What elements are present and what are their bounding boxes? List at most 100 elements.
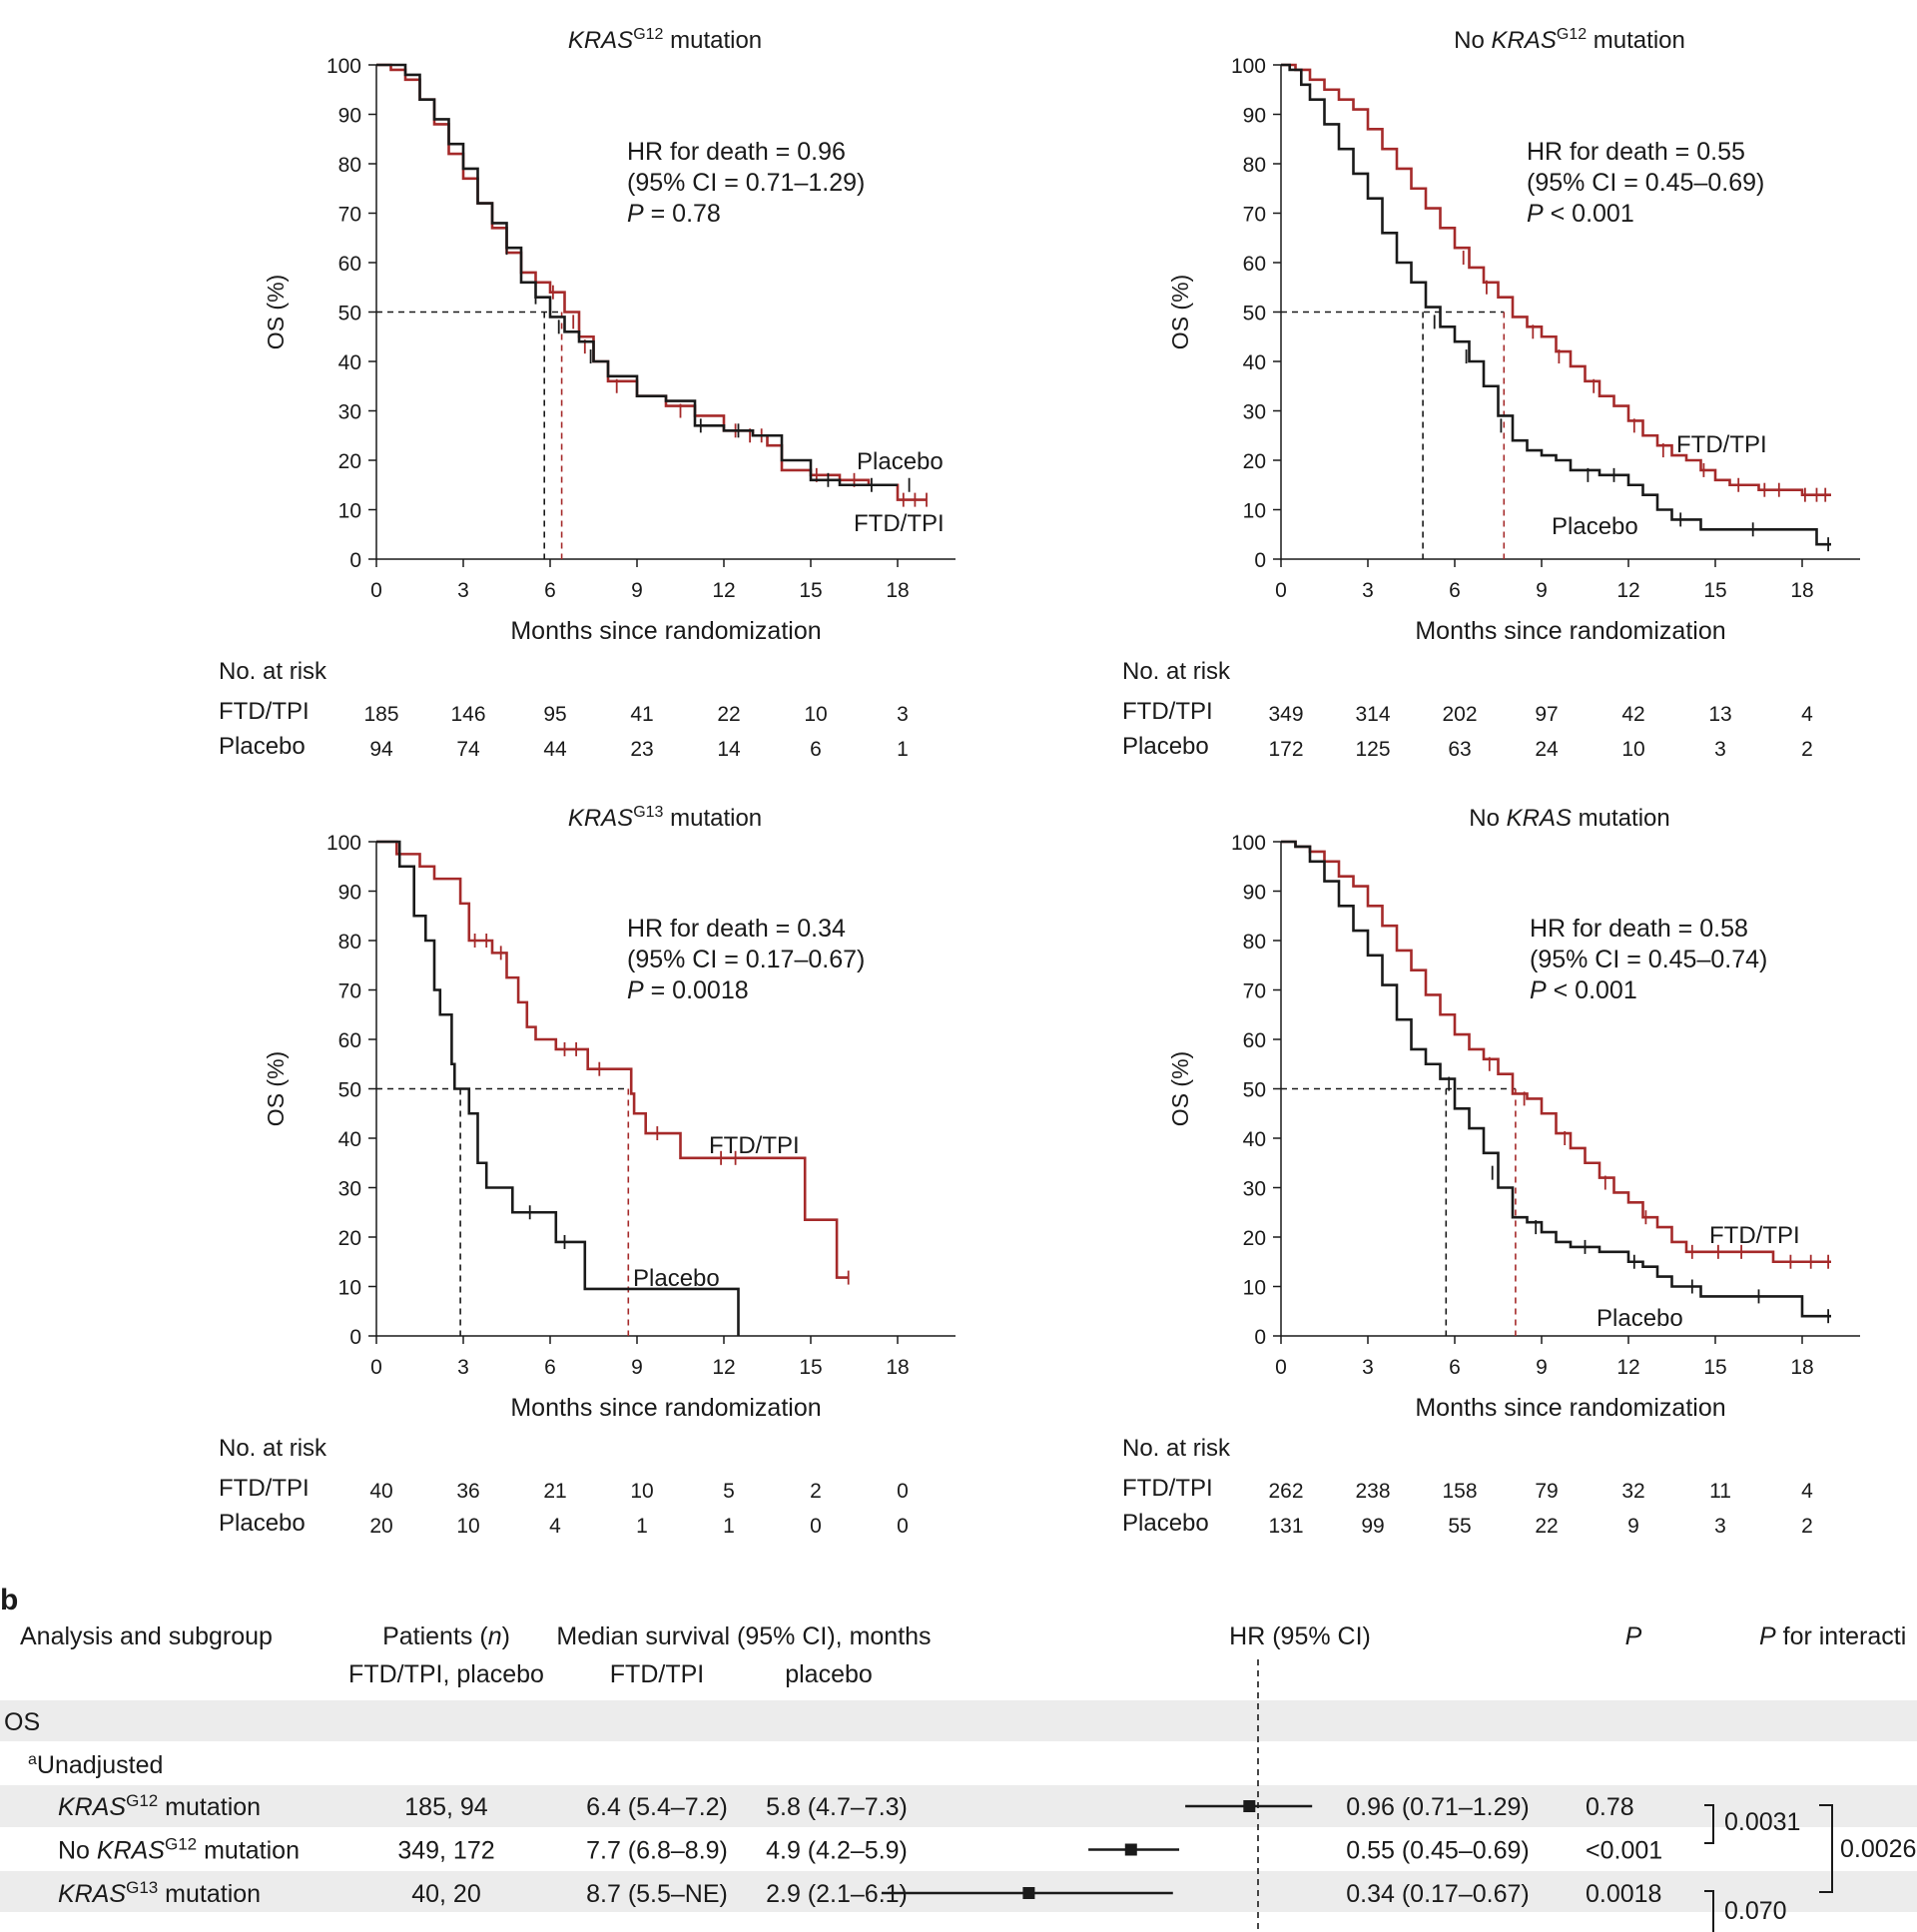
title-gene: KRAS xyxy=(568,27,633,54)
risk-count: 55 xyxy=(1448,1515,1471,1538)
ftd-tpi-series-label: FTD/TPI xyxy=(709,1132,800,1159)
p-label: P xyxy=(627,976,644,1004)
x-tick-label: 0 xyxy=(370,579,382,602)
risk-count: 22 xyxy=(717,703,740,726)
risk-row-label: FTD/TPI xyxy=(219,1475,310,1502)
risk-count: 21 xyxy=(543,1480,566,1503)
p-value: = 0.78 xyxy=(644,200,721,228)
x-tick-label: 9 xyxy=(631,1356,643,1379)
x-tick-label: 0 xyxy=(370,1356,382,1379)
y-tick-label: 20 xyxy=(1243,450,1266,473)
hr-point xyxy=(1243,1800,1256,1812)
risk-count: 262 xyxy=(1268,1480,1303,1503)
risk-row-label: Placebo xyxy=(219,733,306,760)
ci-text: (95% CI = 0.17–0.67) xyxy=(627,946,865,973)
x-tick-label: 15 xyxy=(1703,579,1726,602)
risk-count: 131 xyxy=(1268,1515,1303,1538)
p-value: 0.78 xyxy=(1586,1793,1634,1821)
y-tick-label: 20 xyxy=(338,450,361,473)
x-tick-label: 6 xyxy=(1449,579,1461,602)
km-no-kras-g12: No KRASG12 mutation010203040506070809010… xyxy=(1122,26,1860,761)
p-value: < 0.001 xyxy=(1547,976,1637,1004)
p-value-text: P = 0.0018 xyxy=(627,976,749,1004)
title-suffix: mutation xyxy=(663,805,762,832)
x-tick-label: 6 xyxy=(544,1356,556,1379)
p-value: = 0.0018 xyxy=(644,976,749,1004)
x-axis-label: Months since randomization xyxy=(1415,617,1725,645)
panel-title: No KRAS mutation xyxy=(1469,805,1669,832)
header-p-interaction-label: P xyxy=(1759,1622,1776,1650)
risk-count: 6 xyxy=(810,738,822,761)
risk-count: 2 xyxy=(1801,1515,1813,1538)
header-patients-close: ) xyxy=(502,1622,510,1650)
x-tick-label: 9 xyxy=(1536,1356,1548,1379)
p-value: < 0.001 xyxy=(1544,200,1634,228)
y-tick-label: 10 xyxy=(1243,1277,1266,1300)
km-no-kras: No KRAS mutation 0 10 20 30 40 50 60 70 80 90 100 0 3… xyxy=(1122,805,1860,1538)
header-p-interaction: P for interacti xyxy=(1759,1622,1906,1650)
interaction-p-g12: 0.0031 xyxy=(1724,1808,1800,1836)
x-tick-label: 18 xyxy=(886,1356,909,1379)
section-band xyxy=(0,1700,1917,1741)
p-label: P xyxy=(627,200,644,228)
title-prefix: No xyxy=(1469,805,1506,832)
risk-count: 74 xyxy=(456,738,480,761)
y-tick-label: 20 xyxy=(1243,1227,1266,1250)
ci-text: (95% CI = 0.71–1.29) xyxy=(627,169,865,197)
median-ftd-tpi: 6.4 (5.4–7.2) xyxy=(586,1793,728,1821)
x-tick-label: 12 xyxy=(712,579,735,602)
x-tick-label: 18 xyxy=(1790,1356,1813,1379)
header-median-ftd: FTD/TPI xyxy=(610,1660,704,1688)
ftd-tpi-series-label: FTD/TPI xyxy=(854,510,945,537)
risk-count: 99 xyxy=(1361,1515,1384,1538)
hr-point xyxy=(1022,1887,1035,1899)
y-tick-label: 30 xyxy=(1243,401,1266,424)
risk-count: 97 xyxy=(1535,703,1558,726)
risk-count: 14 xyxy=(717,738,741,761)
risk-count: 24 xyxy=(1535,738,1559,761)
y-tick-label: 40 xyxy=(1243,1128,1266,1151)
risk-count: 41 xyxy=(630,703,653,726)
risk-count: 185 xyxy=(363,703,398,726)
ci-text: (95% CI = 0.45–0.69) xyxy=(1527,169,1764,197)
title-superscript: G13 xyxy=(633,804,663,821)
risk-table-header: No. at risk xyxy=(1122,1435,1231,1462)
y-tick-label: 10 xyxy=(338,500,361,523)
x-axis-label: Months since randomization xyxy=(1415,1394,1725,1422)
risk-count: 238 xyxy=(1355,1480,1390,1503)
median-placebo: 5.8 (4.7–7.3) xyxy=(766,1793,908,1821)
panel-letter: b xyxy=(0,1584,18,1616)
interaction-bracket-g13 xyxy=(1704,1890,1714,1932)
x-tick-label: 6 xyxy=(1449,1356,1461,1379)
risk-count: 5 xyxy=(723,1480,735,1503)
risk-count: 3 xyxy=(1714,738,1726,761)
y-tick-label: 80 xyxy=(1243,931,1266,954)
risk-count: 10 xyxy=(456,1515,479,1538)
title-superscript: G12 xyxy=(1557,26,1587,43)
x-tick-label: 12 xyxy=(1616,1356,1639,1379)
ftd-tpi-survival-curve xyxy=(376,63,927,501)
risk-count: 10 xyxy=(630,1480,653,1503)
p-value-text: P < 0.001 xyxy=(1530,976,1637,1004)
hr-text: HR for death = 0.55 xyxy=(1527,138,1745,166)
ci-text: (95% CI = 0.45–0.74) xyxy=(1530,946,1767,973)
y-tick-label: 70 xyxy=(1243,980,1266,1003)
risk-count: 44 xyxy=(543,738,567,761)
title-suffix: mutation xyxy=(1587,27,1685,54)
placebo-series-label: Placebo xyxy=(1552,513,1638,540)
risk-count: 20 xyxy=(369,1515,392,1538)
risk-count: 4 xyxy=(1801,1480,1813,1503)
p-label: P xyxy=(1527,200,1544,228)
panel-title: No KRASG12 mutation xyxy=(1454,26,1685,54)
risk-count: 0 xyxy=(897,1480,909,1503)
y-tick-label: 10 xyxy=(1243,500,1266,523)
y-tick-label: 90 xyxy=(338,882,361,905)
median-ftd-tpi: 7.7 (6.8–8.9) xyxy=(586,1837,728,1865)
placebo-survival-curve xyxy=(1281,840,1831,1318)
risk-count: 13 xyxy=(1708,703,1731,726)
y-tick-label: 70 xyxy=(338,204,361,227)
risk-count: 4 xyxy=(1801,703,1813,726)
y-tick-label: 0 xyxy=(1254,549,1266,572)
x-axis-label: Months since randomization xyxy=(510,617,821,645)
header-patients-text: Patients ( xyxy=(382,1622,488,1650)
